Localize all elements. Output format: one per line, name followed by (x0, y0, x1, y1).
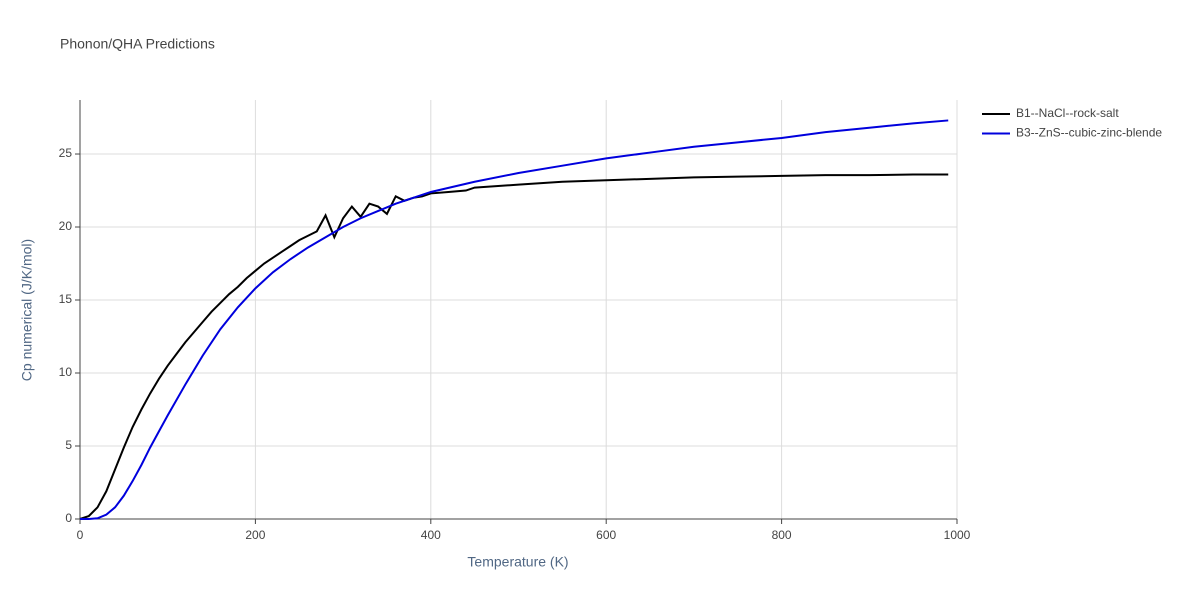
x-tick-label: 1000 (944, 528, 971, 542)
series-line (79, 173, 949, 520)
y-tick-label: 10 (59, 365, 73, 379)
series-line (80, 119, 949, 520)
y-tick-label: 25 (59, 146, 73, 160)
x-tick-label: 800 (772, 528, 792, 542)
chart-title: Phonon/QHA Predictions (60, 36, 215, 52)
y-tick-label: 5 (65, 438, 72, 452)
legend-label: B3--ZnS--cubic-zinc-blende (1016, 126, 1162, 140)
legend-label: B1--NaCl--rock-salt (1016, 106, 1119, 120)
x-tick-label: 400 (421, 528, 441, 542)
y-tick-label: 20 (59, 219, 73, 233)
x-tick-label: 200 (245, 528, 265, 542)
x-axis-title: Temperature (K) (467, 554, 568, 570)
y-tick-label: 15 (59, 292, 73, 306)
x-tick-label: 0 (77, 528, 84, 542)
y-axis-title: Cp numerical (J/K/mol) (19, 239, 35, 381)
y-tick-label: 0 (65, 511, 72, 525)
x-tick-label: 600 (596, 528, 616, 542)
